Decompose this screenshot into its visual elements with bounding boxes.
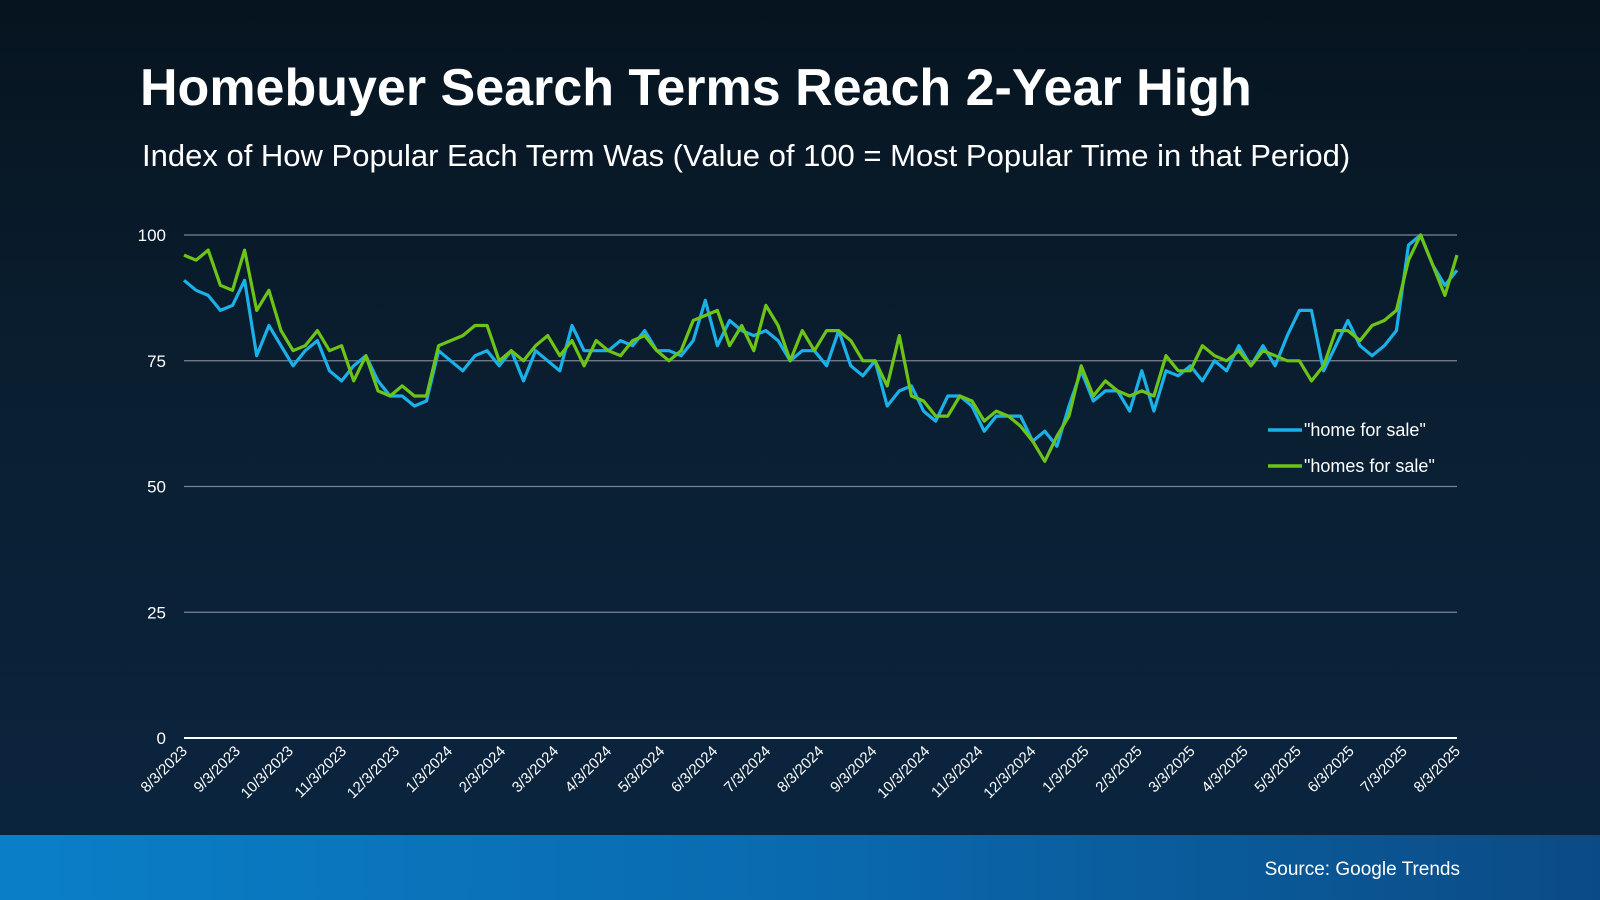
x-tick-label: 2/3/2025	[1092, 743, 1145, 796]
x-tick-label: 12/3/2023	[344, 743, 403, 802]
x-tick-label: 7/3/2025	[1357, 743, 1410, 796]
chart-title: Homebuyer Search Terms Reach 2-Year High	[140, 59, 1252, 117]
source-text: Source: Google Trends	[1264, 859, 1460, 880]
x-tick-label: 4/3/2025	[1198, 743, 1251, 796]
x-tick-label: 8/3/2023	[138, 743, 191, 796]
y-tick-label: 50	[147, 478, 166, 497]
x-tick-label: 9/3/2024	[827, 743, 880, 796]
x-tick-label: 8/3/2025	[1411, 743, 1464, 796]
series-line-1	[183, 233, 1459, 463]
x-tick-label: 1/3/2024	[403, 743, 456, 796]
x-tick-label: 3/3/2025	[1145, 743, 1198, 796]
x-tick-label: 1/3/2025	[1039, 743, 1092, 796]
x-tick-label: 9/3/2023	[191, 743, 244, 796]
y-tick-label: 25	[147, 603, 166, 622]
x-tick-label: 8/3/2024	[774, 743, 827, 796]
chart-subtitle: Index of How Popular Each Term Was (Valu…	[142, 138, 1351, 173]
x-tick-label: 11/3/2023	[292, 743, 350, 801]
y-tick-label: 100	[138, 226, 166, 245]
footer-band: Source: Google Trends	[0, 835, 1600, 900]
x-tick-label: 10/3/2023	[238, 743, 297, 802]
x-tick-label: 4/3/2024	[562, 743, 615, 796]
y-tick-label: 0	[157, 729, 166, 748]
x-tick-label: 5/3/2025	[1251, 743, 1304, 796]
x-tick-label: 11/3/2024	[928, 743, 986, 801]
x-tick-label: 5/3/2024	[615, 743, 668, 796]
y-tick-label: 75	[147, 352, 166, 371]
x-tick-label: 12/3/2024	[980, 743, 1039, 802]
x-tick-label: 6/3/2024	[668, 743, 721, 796]
legend-label: "homes for sale"	[1304, 456, 1435, 476]
x-tick-label: 6/3/2025	[1304, 743, 1357, 796]
x-tick-label: 2/3/2024	[456, 743, 509, 796]
x-tick-label: 7/3/2024	[721, 743, 774, 796]
x-tick-label: 3/3/2024	[509, 743, 562, 796]
x-tick-label: 10/3/2024	[874, 743, 933, 802]
legend-label: "home for sale"	[1304, 420, 1426, 440]
